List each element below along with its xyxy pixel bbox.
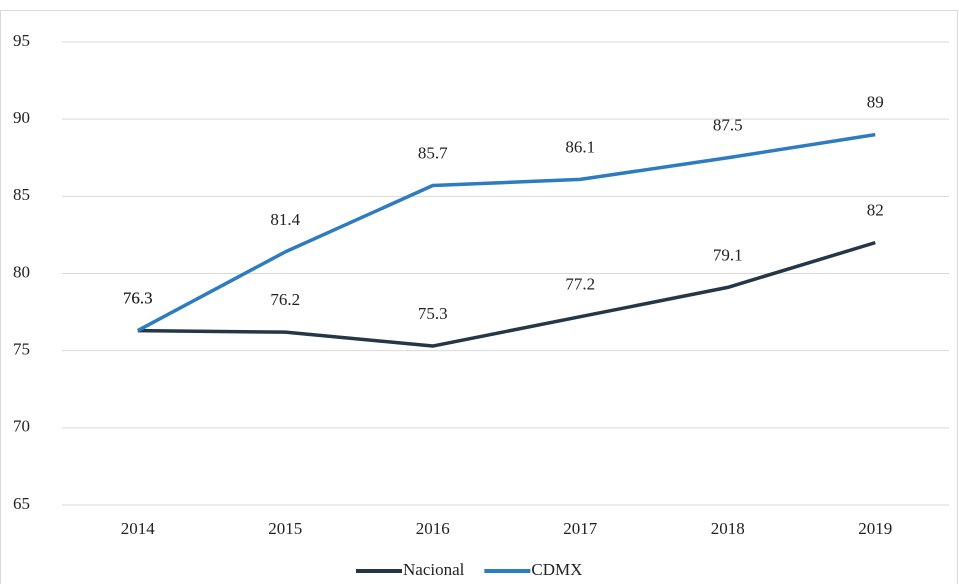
- y-tick-label: 65: [13, 494, 30, 513]
- data-label: 89: [867, 93, 884, 112]
- data-label: 76.3: [123, 289, 153, 308]
- y-tick-label: 75: [13, 340, 30, 359]
- x-tick-label: 2015: [268, 519, 302, 538]
- x-tick-label: 2018: [711, 519, 745, 538]
- data-label: 75.3: [418, 304, 448, 323]
- x-tick-label: 2017: [563, 519, 598, 538]
- x-tick-label: 2014: [121, 519, 156, 538]
- y-tick-label: 80: [13, 262, 30, 281]
- data-label: 76.3: [123, 289, 153, 308]
- data-label: 77.2: [565, 275, 595, 294]
- chart-frame: [0, 10, 958, 584]
- x-tick-label: 2019: [858, 519, 892, 538]
- y-tick-label: 85: [13, 185, 30, 204]
- data-label: 87.5: [713, 116, 743, 135]
- data-label: 79.1: [713, 245, 743, 264]
- series-line: [137, 240, 876, 348]
- data-label: 82: [867, 201, 884, 220]
- legend-label: Nacional: [403, 560, 465, 579]
- y-tick-label: 95: [13, 31, 30, 50]
- x-tick-label: 2016: [416, 519, 450, 538]
- data-label: 81.4: [270, 210, 300, 229]
- data-label: 76.2: [270, 290, 300, 309]
- y-tick-label: 70: [13, 417, 30, 436]
- y-tick-label: 90: [13, 108, 30, 127]
- data-label: 86.1: [565, 137, 595, 156]
- series-line: [136, 132, 876, 333]
- legend-label: CDMX: [531, 560, 582, 579]
- data-label: 85.7: [418, 143, 448, 162]
